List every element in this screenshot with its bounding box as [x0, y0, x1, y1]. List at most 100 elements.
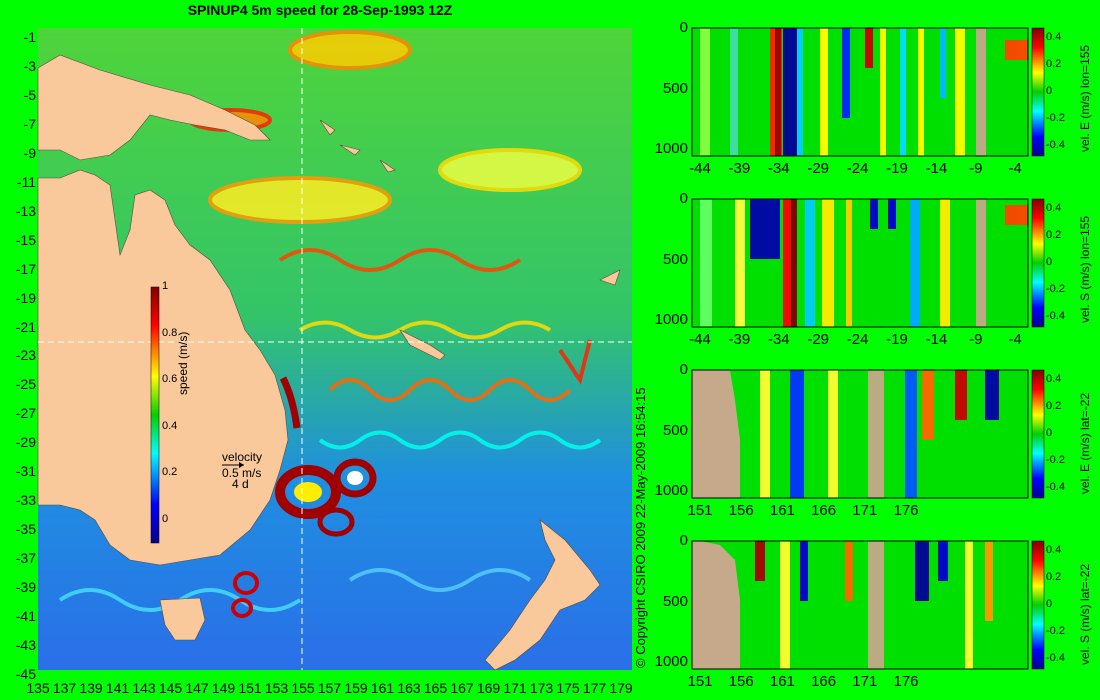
section-2-depth-tick: 1000	[654, 311, 688, 328]
lat-tick-label: -31	[15, 463, 36, 480]
section-2-x-tick: -4	[1008, 331, 1022, 348]
lat-tick-label: -15	[15, 231, 36, 248]
lat-tick-label: -21	[15, 318, 36, 335]
section-3-depth-tick: 500	[662, 421, 688, 439]
lon-tick-label: 139	[79, 680, 103, 696]
lon-tick-label: 143	[132, 680, 156, 696]
speed-map	[37, 28, 632, 671]
section-2-colorbar	[1031, 198, 1045, 328]
lat-tick-label: -19	[15, 289, 36, 306]
section-1-plot	[692, 28, 1028, 156]
lat-tick-label: -27	[15, 405, 36, 422]
section-3-x-tick: 151	[687, 502, 713, 519]
section-4-plot	[692, 541, 1028, 669]
land-new-guinea	[37, 54, 271, 161]
section-1-colorbar-tick: 0	[1046, 85, 1053, 97]
section-2-colorbar-tick: -0.2	[1046, 283, 1065, 295]
section-3-x-tick: 171	[852, 502, 878, 519]
section-3-depth-tick: 0	[679, 361, 688, 378]
section-4-depth-tick: 0	[679, 532, 688, 549]
section-3-plot	[692, 370, 1028, 498]
speed-colorbar-tick: 0	[162, 512, 169, 525]
section-1-depth-tick: 0	[679, 19, 688, 36]
section-1-x-tick: -39	[728, 160, 751, 177]
section-2-x-tick: -14	[925, 331, 948, 348]
lat-tick-label: -29	[15, 434, 36, 451]
section-2-plot	[692, 199, 1028, 327]
section-2-x-tick: -39	[728, 331, 751, 348]
section-1-x-tick: -44	[689, 160, 711, 177]
section-3-colorbar-label: vel. E (m/s) lat=-22	[1078, 392, 1092, 494]
eddies	[231, 376, 377, 618]
lon-tick-label: 173	[529, 680, 554, 696]
section-2-x-tick: -29	[807, 331, 830, 348]
section-4-colorbar-tick: -0.4	[1046, 652, 1065, 664]
section-2-colorbar-tick: 0.2	[1046, 229, 1062, 241]
section-1-x-tick: -14	[925, 160, 948, 177]
lon-tick-label: 155	[291, 680, 315, 696]
section-4-colorbar-label: vel. S (m/s) lat=-22	[1078, 563, 1092, 665]
section-2-depth-tick: 0	[679, 190, 688, 207]
section-1-x-tick: -24	[846, 160, 869, 177]
lat-tick-label: -43	[15, 636, 36, 653]
velocity-key-duration: 4 d	[232, 477, 249, 491]
section-2-colorbar-tick: -0.4	[1046, 310, 1065, 322]
section-panel-2	[691, 198, 1045, 328]
section-panel-3	[691, 369, 1045, 499]
speed-colorbar-tick: 0.2	[162, 466, 178, 479]
section-1-colorbar	[1031, 27, 1045, 157]
speed-colorbar-tick: 0.6	[162, 373, 178, 386]
lon-tick-label: 167	[450, 680, 474, 696]
lat-tick-label: -39	[15, 579, 36, 596]
lon-tick-label: 161	[370, 680, 395, 696]
lon-tick-label: 169	[476, 680, 501, 696]
velocity-key-speed: 0.5 m/s	[222, 466, 262, 480]
section-1-x-tick: -9	[969, 160, 983, 177]
section-1-x-tick: -29	[807, 160, 830, 177]
lat-tick-label: -13	[15, 202, 36, 219]
lat-tick-label: -9	[23, 144, 36, 161]
section-1-depth-tick: 500	[662, 79, 688, 97]
section-3-x-tick: 156	[728, 502, 754, 519]
speed-colorbar	[150, 286, 160, 544]
section-2-colorbar-label: vel. S (m/s) lon=155	[1078, 215, 1092, 323]
lon-tick-label: 157	[317, 680, 342, 696]
lat-tick-label: -11	[16, 173, 36, 190]
section-2-depth-tick: 500	[662, 250, 688, 268]
section-1-x-tick: -34	[767, 160, 790, 177]
section-2-colorbar-tick: 0.4	[1046, 202, 1062, 214]
section-4-colorbar-tick: 0	[1046, 598, 1053, 610]
section-2-x-tick: -44	[689, 331, 711, 348]
section-4-x-tick: 176	[893, 673, 919, 690]
section-1-colorbar-tick: -0.4	[1046, 139, 1065, 151]
section-panel-4	[691, 540, 1045, 670]
section-panel-1	[691, 27, 1045, 157]
section-3-depth-tick: 1000	[654, 482, 688, 499]
section-2-x-tick: -24	[846, 331, 869, 348]
section-1-x-tick: -4	[1008, 160, 1022, 177]
lat-tick-label: -5	[23, 86, 36, 103]
section-3-colorbar-tick: 0.2	[1046, 400, 1062, 412]
lat-tick-label: -33	[15, 492, 36, 509]
section-3-x-tick: 166	[811, 502, 837, 519]
lon-tick-label: 149	[211, 680, 236, 696]
section-4-x-tick: 156	[728, 673, 754, 690]
lon-tick-label: 153	[264, 680, 289, 696]
speed-colorbar-tick: 0.4	[162, 419, 178, 432]
section-1-colorbar-tick: 0.2	[1046, 58, 1062, 70]
lat-tick-label: -7	[23, 115, 36, 132]
section-4-x-tick: 161	[769, 673, 795, 690]
section-3-colorbar-tick: 0.4	[1046, 373, 1062, 385]
lon-tick-label: 163	[397, 680, 421, 696]
section-1-x-tick: -19	[886, 160, 908, 177]
speed-colorbar-tick: 1	[162, 280, 169, 292]
land-australia	[37, 169, 289, 566]
section-1-colorbar-tick: -0.2	[1046, 112, 1065, 124]
section-2-x-tick: -9	[969, 331, 983, 348]
section-4-depth-tick: 1000	[654, 653, 688, 670]
figure-title: SPINUP4 5m speed for 28-Sep-1993 12Z	[187, 2, 453, 18]
velocity-key-title: velocity	[222, 450, 263, 464]
section-3-colorbar-tick: -0.2	[1046, 454, 1065, 466]
section-3-x-tick: 176	[893, 502, 919, 519]
